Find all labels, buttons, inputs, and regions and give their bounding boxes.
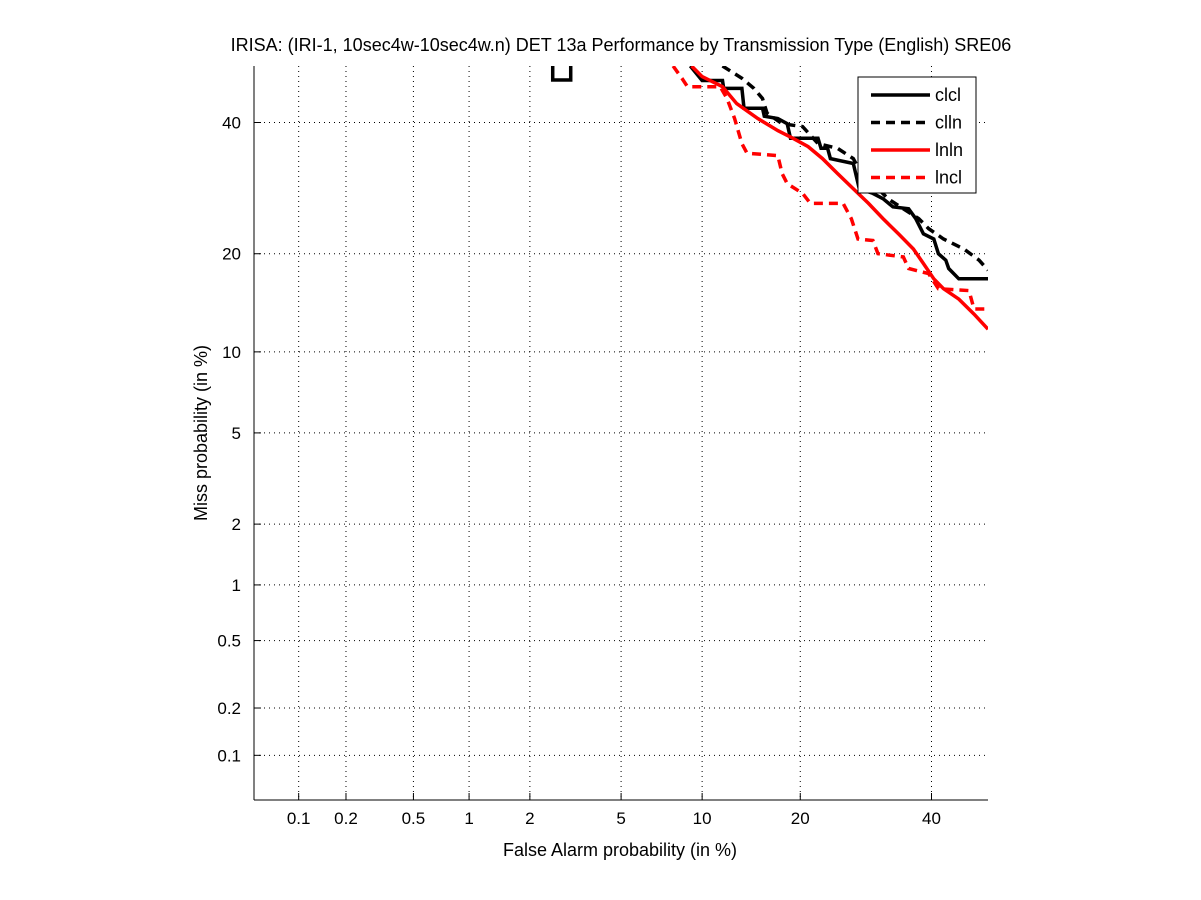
y-tick-label: 40 — [222, 114, 241, 133]
legend-label-lncl: lncl — [935, 168, 962, 188]
x-tick-label: 0.5 — [402, 809, 426, 828]
x-axis-ticks: 0.1 0.2 0.5 1 2 5 10 20 40 — [287, 793, 941, 828]
decision-point-marker — [550, 66, 573, 82]
y-tick-label: 0.2 — [217, 699, 241, 718]
legend-label-lnln: lnln — [935, 140, 963, 160]
x-tick-label: 1 — [464, 809, 473, 828]
x-axis-title: False Alarm probability (in %) — [503, 840, 737, 860]
y-tick-label: 0.1 — [217, 746, 241, 765]
y-tick-label: 0.5 — [217, 632, 241, 651]
legend: clcl clln lnln lncl — [857, 76, 977, 194]
x-tick-label: 0.2 — [334, 809, 358, 828]
y-axis-ticks: 0.1 0.2 0.5 1 2 5 10 20 40 — [217, 114, 261, 765]
series-layer — [671, 66, 988, 331]
x-tick-label: 2 — [525, 809, 534, 828]
x-tick-label: 40 — [922, 809, 941, 828]
series-line-lnln — [690, 66, 988, 331]
y-tick-label: 20 — [222, 245, 241, 264]
y-axis-title: Miss probability (in %) — [191, 345, 211, 521]
y-tick-label: 2 — [232, 515, 241, 534]
series-line-clln — [721, 66, 988, 272]
y-tick-label: 1 — [232, 576, 241, 595]
series-line-lncl — [671, 66, 988, 311]
x-tick-label: 10 — [693, 809, 712, 828]
legend-label-clcl: clcl — [935, 85, 961, 105]
series-line-clcl — [688, 66, 988, 281]
x-tick-label: 0.1 — [287, 809, 311, 828]
x-tick-label: 20 — [791, 809, 810, 828]
chart-title: IRISA: (IRI-1, 10sec4w-10sec4w.n) DET 13… — [231, 35, 1012, 55]
marker-layer — [550, 66, 573, 82]
x-tick-label: 5 — [616, 809, 625, 828]
legend-label-clln: clln — [935, 113, 962, 133]
y-tick-label: 10 — [222, 343, 241, 362]
y-tick-label: 5 — [232, 424, 241, 443]
